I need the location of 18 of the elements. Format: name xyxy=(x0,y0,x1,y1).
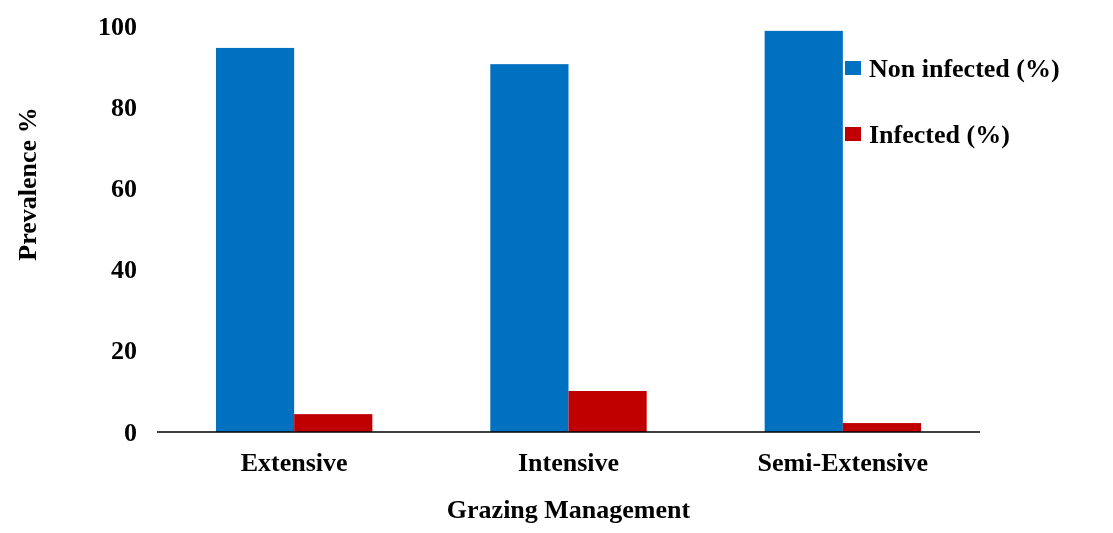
x-tick-label: Intensive xyxy=(517,448,620,477)
bar xyxy=(568,390,647,432)
x-tick-label: Semi-Extensive xyxy=(757,448,929,477)
y-tick-label: 80 xyxy=(111,92,137,122)
bar xyxy=(215,47,295,432)
y-tick-label: 100 xyxy=(98,11,137,41)
legend-label: Non infected (%) xyxy=(869,53,1060,83)
x-axis-title: Grazing Management xyxy=(446,495,691,524)
legend-label: Infected (%) xyxy=(869,119,1010,149)
y-axis-title: Prevalence % xyxy=(13,107,42,261)
y-tick-label: 60 xyxy=(111,173,137,203)
bar xyxy=(490,64,569,432)
y-tick-label: 40 xyxy=(111,255,137,285)
y-tick-label: 0 xyxy=(124,417,137,447)
bar xyxy=(294,414,373,432)
bar xyxy=(764,30,843,432)
y-tick-label: 20 xyxy=(111,336,137,366)
x-tick-label: Extensive xyxy=(240,448,348,477)
